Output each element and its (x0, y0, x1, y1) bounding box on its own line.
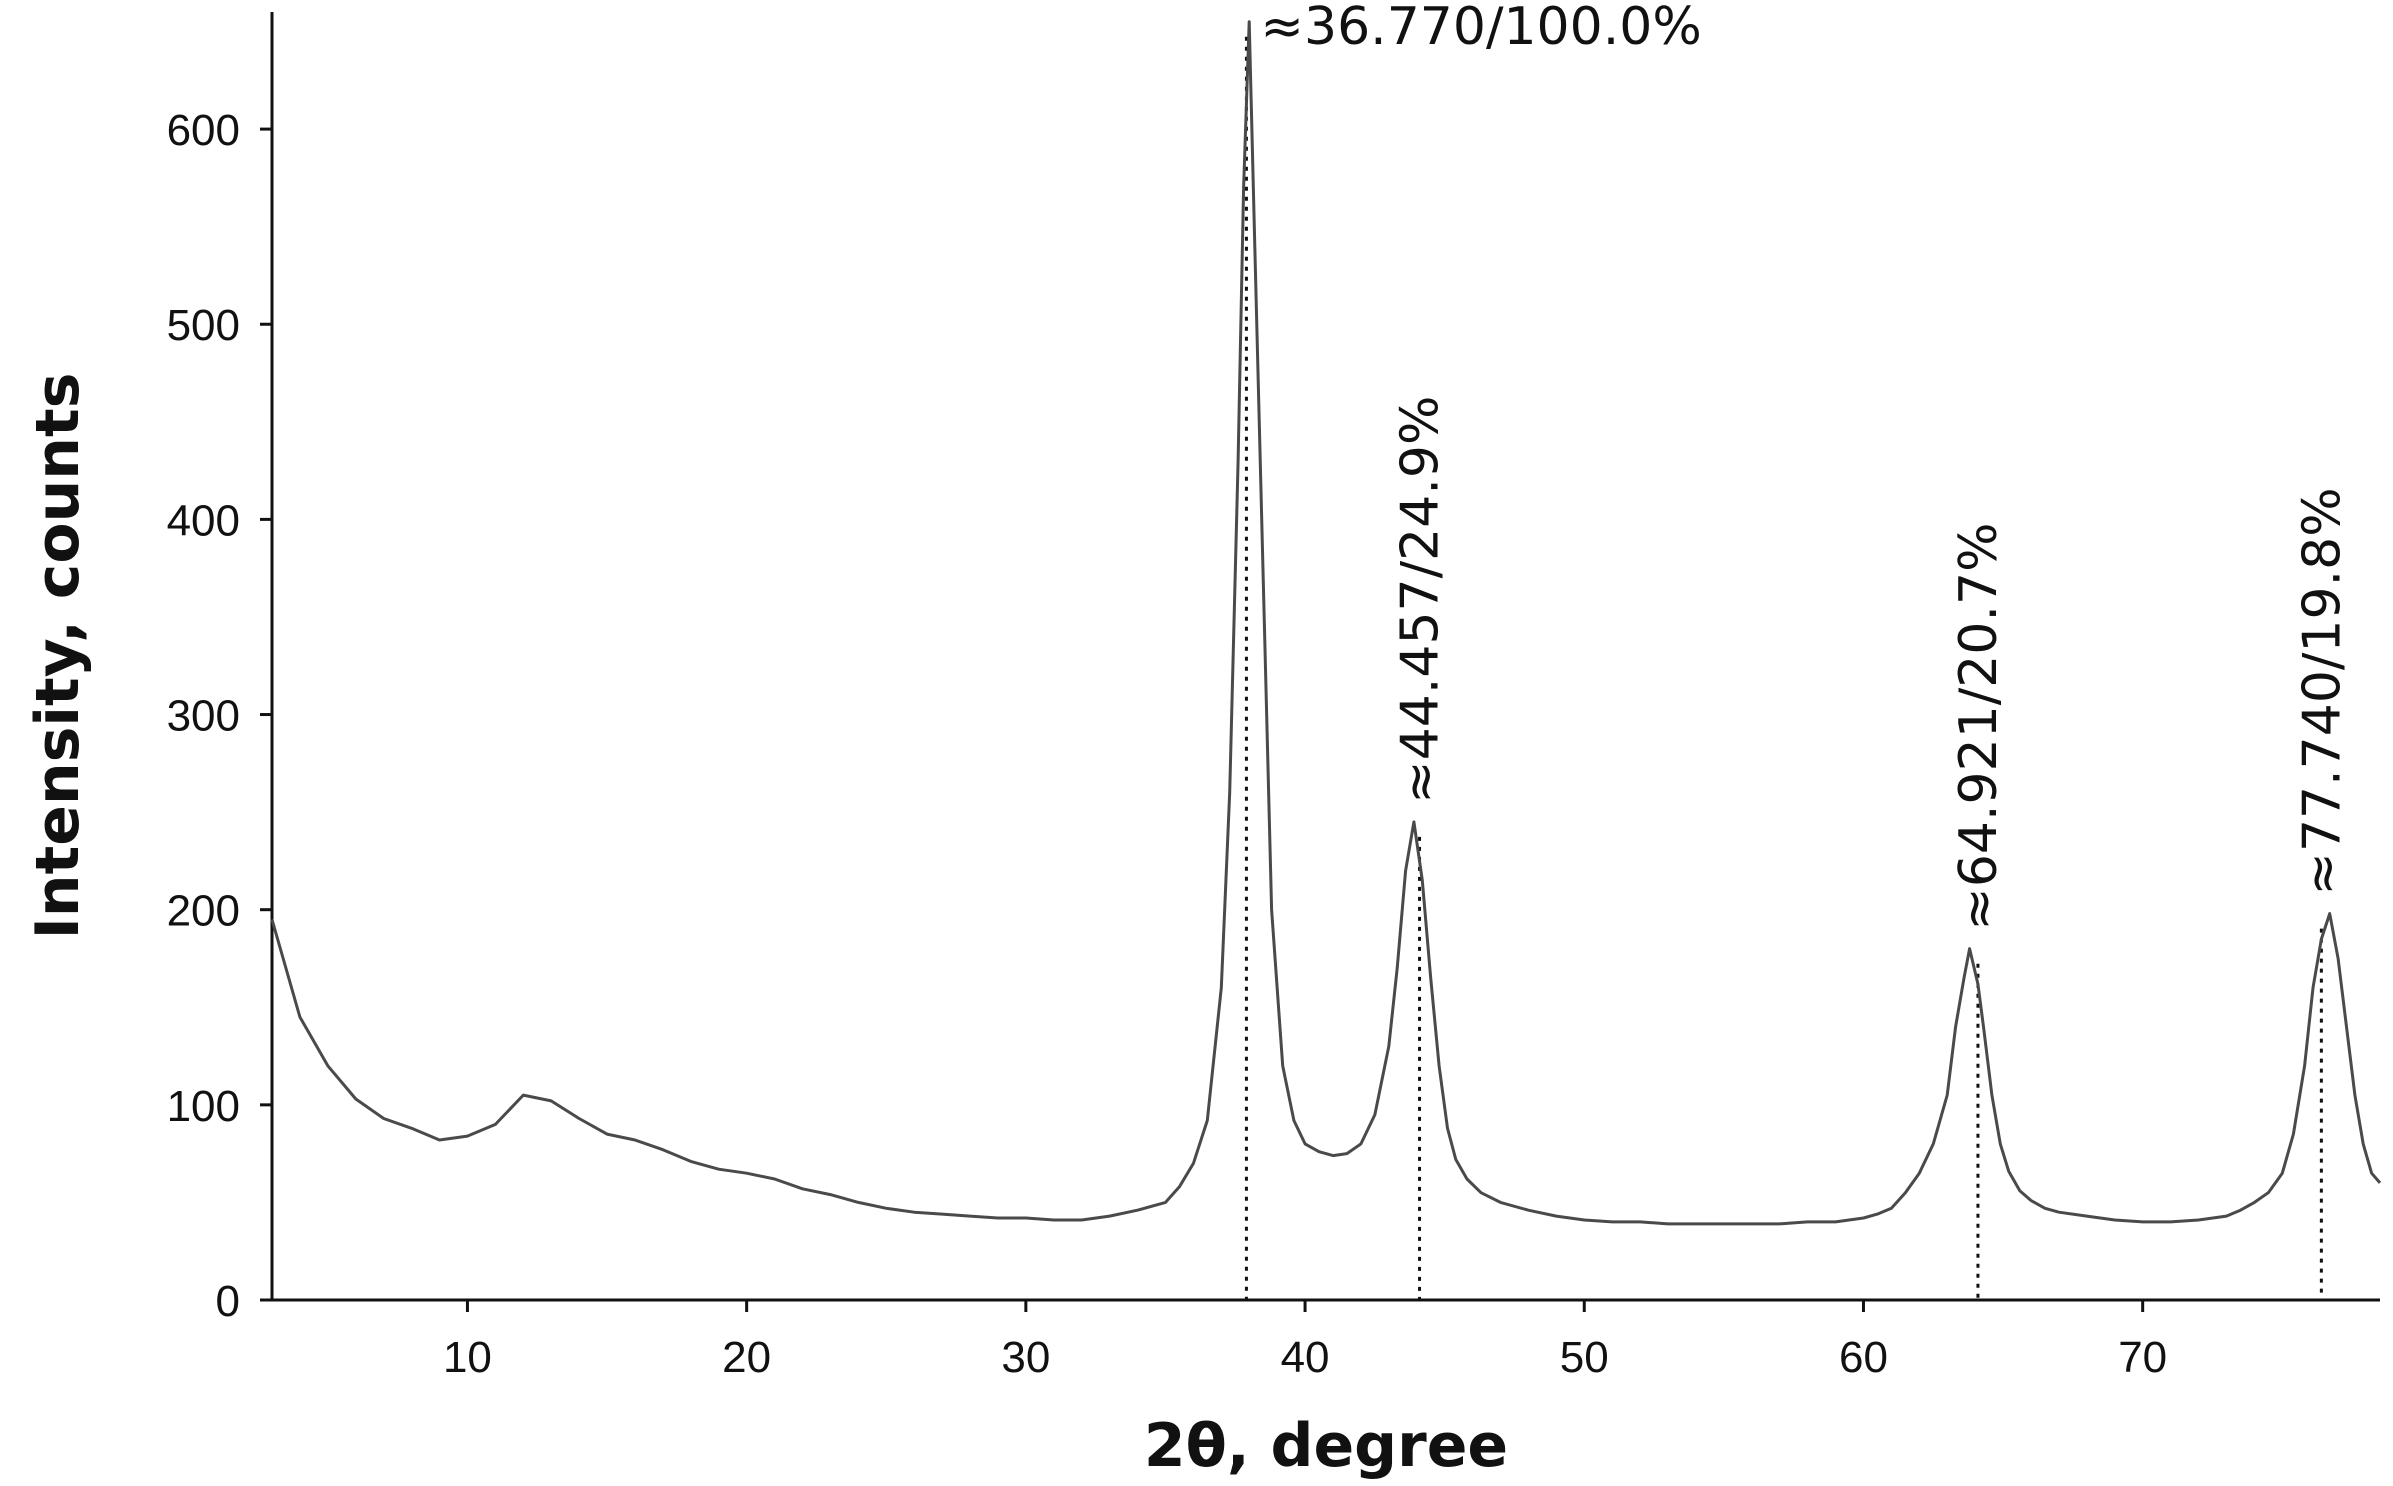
chart-axes (270, 12, 2380, 1302)
x-tick-label: 10 (443, 1333, 492, 1382)
x-axis-ticks: 10 20 30 40 50 60 70 (443, 1300, 2167, 1382)
y-tick-label: 500 (167, 301, 240, 350)
y-tick-label: 100 (167, 1082, 240, 1131)
y-axis-ticks: 0 100 200 300 400 500 600 (167, 106, 272, 1326)
y-tick-label: 400 (167, 496, 240, 545)
x-tick-label: 20 (722, 1333, 771, 1382)
peak-markers (1244, 36, 2323, 1300)
y-tick-label: 300 (167, 692, 240, 741)
peak-label: ≈36.770/100.0% (1260, 0, 1701, 57)
y-tick-label: 600 (167, 106, 240, 155)
peak-label: ≈77.740/19.8% (2292, 487, 2352, 895)
x-tick-label: 60 (1839, 1333, 1888, 1382)
series-line (270, 20, 2382, 1226)
x-tick-label: 70 (2118, 1333, 2167, 1382)
peak-annotations: ≈36.770/100.0% ≈44.457/24.9% ≈64.921/20.7%… (1260, 0, 2352, 931)
peak-label: ≈64.921/20.7% (1949, 522, 2009, 930)
y-axis-title: Intensity, counts (23, 373, 93, 940)
peak-label: ≈44.457/24.9% (1391, 396, 1451, 804)
x-axis-title: 2θ, degree (1144, 1411, 1508, 1481)
y-tick-label: 0 (216, 1277, 240, 1326)
x-tick-label: 50 (1560, 1333, 1609, 1382)
x-tick-label: 40 (1281, 1333, 1330, 1382)
chart-series (270, 20, 2382, 1226)
y-tick-label: 200 (167, 887, 240, 936)
x-tick-label: 30 (1001, 1333, 1050, 1382)
